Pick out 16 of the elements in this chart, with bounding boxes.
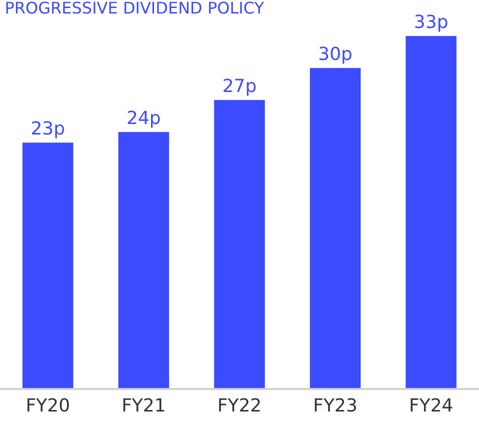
chart-title: PROGRESSIVE DIVIDEND POLICY	[4, 0, 264, 18]
bar	[214, 100, 265, 388]
x-tick-label: FY20	[26, 396, 70, 417]
bar	[310, 68, 361, 388]
x-tick-label: FY21	[122, 396, 166, 417]
x-tick-label: FY23	[313, 396, 358, 417]
data-label: 24p	[126, 108, 161, 129]
data-label: 23p	[30, 118, 66, 140]
bar	[406, 36, 456, 388]
x-tick-label: FY22	[217, 396, 262, 417]
bar	[22, 142, 74, 388]
data-label: 27p	[222, 76, 257, 97]
data-label: 30p	[318, 44, 352, 65]
x-tick-label: FY24	[408, 396, 454, 417]
data-label: 33p	[414, 12, 448, 33]
bar	[118, 132, 170, 388]
